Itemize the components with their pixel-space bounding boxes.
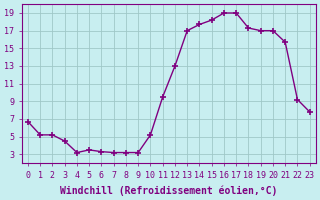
X-axis label: Windchill (Refroidissement éolien,°C): Windchill (Refroidissement éolien,°C) bbox=[60, 185, 277, 196]
